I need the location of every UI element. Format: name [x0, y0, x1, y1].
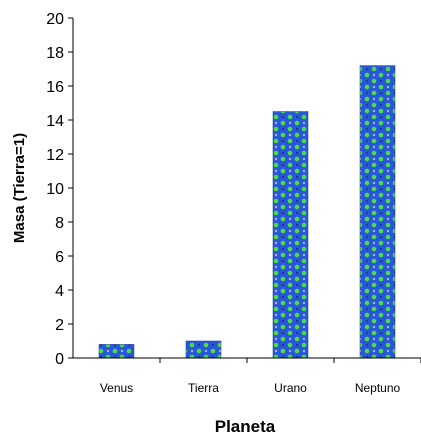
x-tick-label-neptuno: Neptuno — [355, 381, 401, 395]
x-axis-title: Planeta — [215, 417, 276, 436]
x-axis-categories: Venus Tierra Urano Neptuno — [100, 358, 421, 395]
y-tick-label: 16 — [46, 79, 64, 96]
y-tick-label: 2 — [55, 317, 64, 334]
y-tick-label: 6 — [55, 249, 64, 266]
y-axis-title: Masa (Tierra=1) — [11, 133, 28, 243]
bar-neptuno — [359, 65, 396, 359]
plot-area — [98, 65, 396, 359]
bar-tierra — [185, 340, 222, 359]
y-tick-label: 18 — [46, 45, 64, 62]
bar-urano — [272, 111, 309, 359]
y-tick-label: 12 — [46, 147, 64, 164]
y-tick-label: 0 — [55, 351, 64, 368]
y-tick-label: 8 — [55, 215, 64, 232]
x-tick-label-tierra: Tierra — [188, 381, 219, 395]
y-axis-ticks: 0 2 4 6 8 10 12 14 16 18 20 — [46, 11, 73, 368]
y-tick-label: 20 — [46, 11, 64, 28]
y-tick-label: 14 — [46, 113, 64, 130]
bar-venus — [98, 344, 135, 359]
x-tick-label-venus: Venus — [100, 381, 133, 395]
y-tick-label: 10 — [46, 181, 64, 198]
y-tick-label: 4 — [55, 283, 64, 300]
x-tick-label-urano: Urano — [274, 381, 307, 395]
